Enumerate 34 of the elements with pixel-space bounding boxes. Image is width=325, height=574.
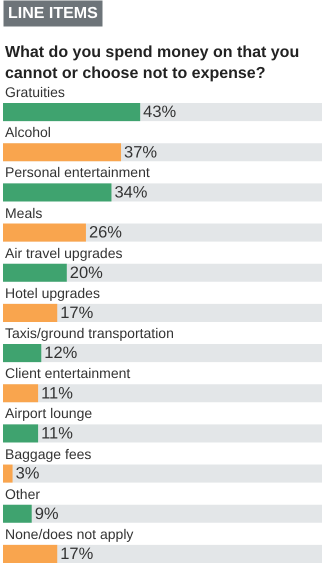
data-label: 43% bbox=[143, 103, 177, 122]
data-label: 17% bbox=[60, 545, 94, 564]
data-label: 12% bbox=[44, 344, 78, 362]
data-label: 26% bbox=[88, 224, 122, 242]
chart-title: LINE ITEMS bbox=[8, 5, 98, 22]
data-label: 11% bbox=[41, 424, 74, 443]
y-tick-label: Baggage fees bbox=[5, 446, 92, 462]
bar bbox=[3, 384, 38, 402]
y-tick-label: Alcohol bbox=[5, 124, 51, 140]
y-tick-label: Meals bbox=[5, 205, 42, 221]
y-tick-label: None/does not apply bbox=[5, 526, 134, 542]
bar bbox=[3, 264, 67, 282]
bar bbox=[3, 544, 58, 563]
data-label: 20% bbox=[70, 264, 104, 282]
bar bbox=[3, 344, 42, 362]
y-tick-label: Other bbox=[5, 486, 40, 502]
data-label: 34% bbox=[114, 184, 148, 202]
data-label: 11% bbox=[41, 384, 74, 402]
y-tick-label: Gratuities bbox=[5, 84, 65, 100]
y-tick-label: Personal entertainment bbox=[5, 164, 150, 180]
bar bbox=[3, 424, 38, 442]
y-tick-label: Airport lounge bbox=[5, 405, 92, 421]
y-tick-label: Client entertainment bbox=[5, 365, 130, 381]
data-label: 37% bbox=[124, 143, 158, 162]
data-label: 3% bbox=[16, 464, 40, 483]
bar bbox=[3, 464, 13, 483]
data-label: 9% bbox=[34, 504, 59, 523]
y-tick-label: Air travel upgrades bbox=[5, 245, 123, 261]
data-label: 17% bbox=[60, 304, 94, 322]
bar bbox=[3, 504, 32, 523]
y-tick-label: Taxis/ground transportation bbox=[5, 325, 174, 341]
y-tick-label: Hotel upgrades bbox=[5, 285, 100, 301]
bar bbox=[3, 304, 58, 322]
chart-subtitle: What do you spend money on that you cannot or choose not to expense? bbox=[5, 44, 300, 82]
